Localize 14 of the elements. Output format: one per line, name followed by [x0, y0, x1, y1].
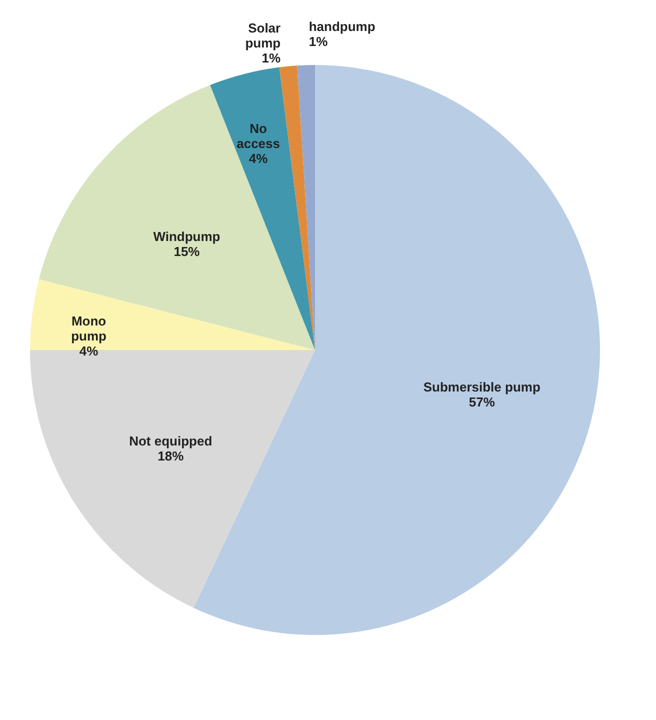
- data-label: 1%: [308, 34, 328, 50]
- slice-label: Mono pump: [71, 313, 107, 344]
- slice-label: Submersible pump: [423, 379, 540, 394]
- slice-label: No access: [236, 121, 280, 152]
- slice-label: handpump: [308, 19, 376, 34]
- data-label: 15%: [174, 244, 200, 259]
- slice-label: Windpump: [153, 228, 220, 244]
- slice-label: Solar pump: [245, 20, 281, 50]
- data-label: 4%: [79, 343, 99, 358]
- data-label: 18%: [158, 448, 184, 464]
- slice-label: Not equipped: [129, 434, 212, 449]
- data-label: 4%: [248, 151, 268, 166]
- data-label: 1%: [262, 50, 282, 66]
- data-label: 57%: [468, 394, 496, 410]
